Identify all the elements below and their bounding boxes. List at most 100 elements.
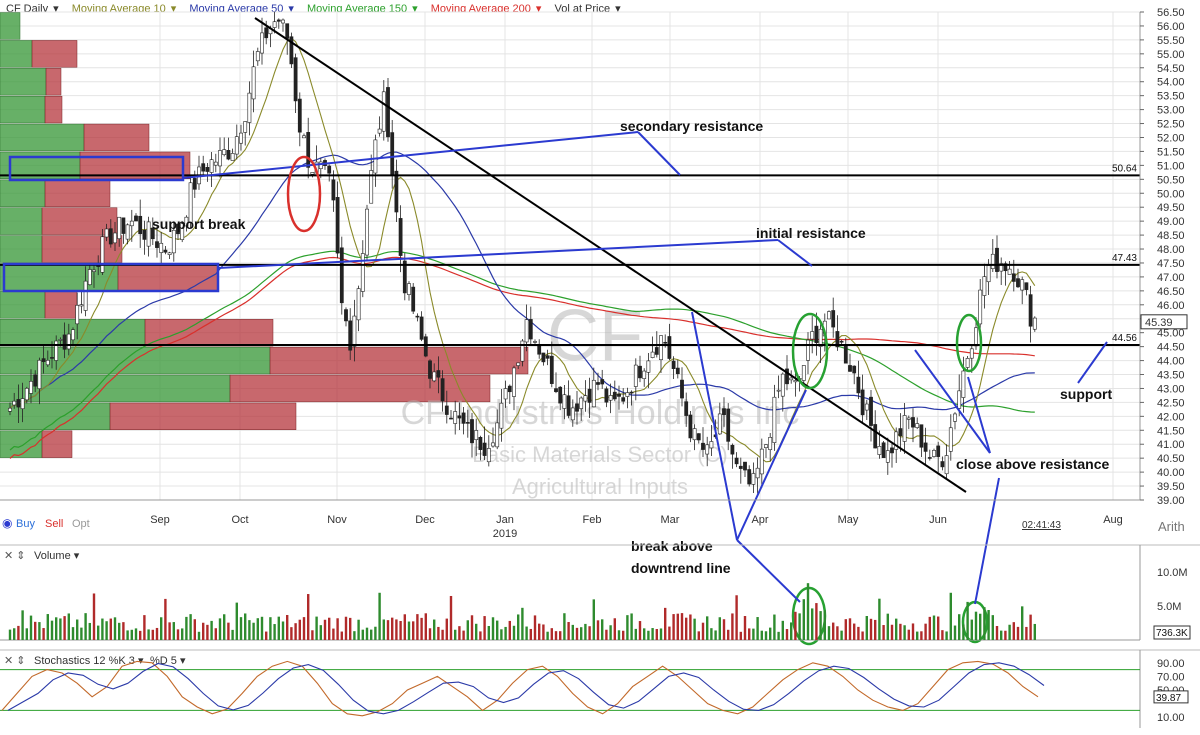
candle-body <box>814 325 819 344</box>
volume-bar <box>983 607 986 640</box>
volume-bar <box>861 631 864 640</box>
volume-bar <box>638 621 642 640</box>
watermark-sector: Basic Materials Sector (C) <box>472 442 728 467</box>
volume-bar <box>13 628 16 640</box>
axis-layer: 56.50 56.00 55.50 55.00 54.50 54.00 53.50 53.00… <box>0 7 1188 540</box>
downtrend-line <box>254 17 967 493</box>
candle-body <box>503 388 508 400</box>
volume-bar <box>496 620 499 640</box>
candle-body <box>911 417 915 428</box>
volume-bar <box>21 610 24 640</box>
candle-body <box>470 419 474 444</box>
month-label: Apr <box>751 514 768 526</box>
candle-body <box>755 467 760 479</box>
volume-bar <box>298 619 301 640</box>
watermark-company: CF Industries Holdings Inc <box>401 394 800 432</box>
volume-bar <box>798 613 801 640</box>
month-label: Nov <box>327 514 347 526</box>
candle-body <box>604 388 609 403</box>
close-above-resistance-label: close above resistance <box>956 456 1110 472</box>
volume-bar <box>382 619 385 640</box>
candle-body <box>629 391 634 394</box>
candle-body <box>591 379 596 408</box>
volume-bar <box>76 619 79 640</box>
volume-bar <box>122 622 125 640</box>
volume-bar <box>319 625 322 640</box>
candle-body <box>810 331 815 340</box>
volume-bar <box>853 623 856 640</box>
price-tick-label: 55.50 <box>1157 35 1185 47</box>
candle-body <box>579 397 584 409</box>
candle-body <box>549 355 554 384</box>
candle-body <box>134 215 138 222</box>
sell-button[interactable]: Sell <box>45 518 63 530</box>
candle-body <box>184 216 189 227</box>
candle-body <box>919 424 924 448</box>
volume-bar <box>962 624 965 640</box>
scale-toggle[interactable]: Arith <box>1158 519 1185 534</box>
candle-body <box>377 128 382 134</box>
volume-bar <box>567 622 570 640</box>
candle-body <box>474 430 479 441</box>
volume-bar <box>109 618 112 640</box>
candle-body <box>520 340 525 362</box>
volume-bar <box>34 621 37 640</box>
volume-bar <box>311 630 314 640</box>
candle-body <box>709 441 714 449</box>
candle-body <box>793 380 798 383</box>
candle-body <box>491 442 495 447</box>
candle-body <box>860 389 865 416</box>
buy-button[interactable]: Buy <box>16 518 35 530</box>
candle-body <box>974 327 978 347</box>
candle-body <box>50 357 54 359</box>
volume-bar <box>277 616 280 640</box>
volume-bar <box>441 629 444 640</box>
volume-bar <box>50 620 54 640</box>
volume-bar <box>928 616 931 640</box>
candle-body <box>92 269 96 272</box>
volume-bar <box>147 629 150 640</box>
candle-body <box>176 223 180 235</box>
vap-down-bar <box>117 263 219 291</box>
month-label: May <box>838 514 859 526</box>
volume-bar <box>323 619 327 640</box>
candle-body <box>932 450 936 457</box>
volume-bar <box>206 624 209 640</box>
stoch-last-box <box>1153 690 1189 704</box>
candle-body <box>512 367 516 397</box>
candle-body <box>936 445 941 457</box>
volume-bar <box>924 623 927 640</box>
price-tick-label: 48.50 <box>1157 230 1185 242</box>
volume-bar <box>899 623 902 640</box>
volume-bar <box>672 614 675 640</box>
volume-bar <box>361 629 364 640</box>
candle-body <box>516 362 521 366</box>
candle-body <box>633 364 638 387</box>
volume-bar <box>836 626 839 640</box>
volume-bar <box>273 624 276 640</box>
candle-body <box>734 457 739 465</box>
candle-body <box>558 386 563 404</box>
candle-body <box>486 448 491 463</box>
candle-body <box>159 242 164 253</box>
candle-body <box>675 367 680 375</box>
volume-bar <box>294 623 297 640</box>
volume-bar <box>134 628 138 640</box>
candle-body <box>289 36 294 65</box>
volume-bar <box>668 626 671 640</box>
opt-button[interactable]: Opt <box>72 518 90 530</box>
volume-bar <box>55 617 58 640</box>
candle-body <box>75 304 80 325</box>
volume-bar <box>1021 606 1024 640</box>
volume-bar <box>113 617 117 640</box>
vap-up-bar <box>0 68 47 96</box>
candle-body <box>642 370 647 379</box>
candle-body <box>541 352 546 363</box>
volume-bar <box>445 618 448 640</box>
candle-body <box>461 412 466 424</box>
candle-body <box>117 216 122 239</box>
candle-body <box>260 32 264 54</box>
vap-up-bar <box>0 235 43 263</box>
candle-body <box>360 253 365 292</box>
candle-body <box>772 396 777 443</box>
